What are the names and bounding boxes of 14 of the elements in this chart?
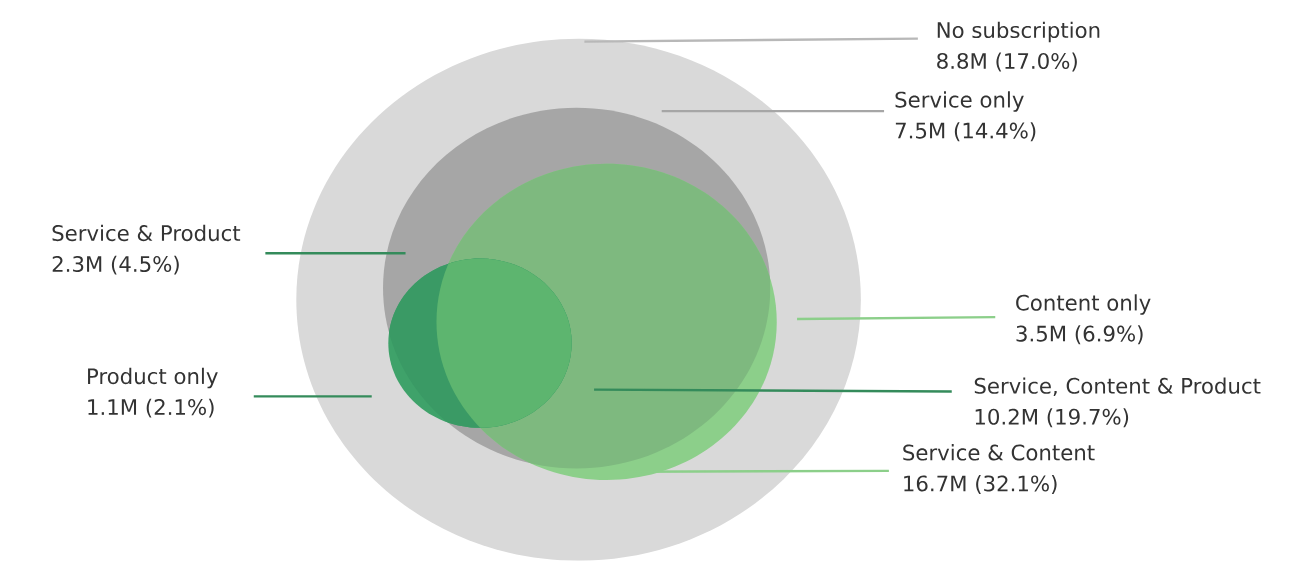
category-label: Service & Product [52, 224, 241, 242]
category-label: Service & Content [903, 444, 1095, 461]
category-label: Content only [1016, 294, 1151, 316]
category-label: No subscription [937, 21, 1100, 43]
category-label: Service, Content & Product [974, 377, 1261, 397]
data-label: 8.8M (17.0%) [937, 52, 1077, 72]
data-label: 10.2M (19.7%) [975, 408, 1129, 428]
data-label: 16.7M (32.1%) [904, 475, 1057, 495]
data-label: 1.1M (2.1%) [88, 398, 214, 418]
category-label: Product only [88, 367, 218, 389]
category-label: Service only [895, 91, 1024, 113]
data-label: 7.5M (14.4%) [895, 122, 1036, 142]
data-label: 3.5M (6.9%) [1016, 325, 1143, 345]
data-label: 2.3M (4.5%) [52, 255, 179, 275]
